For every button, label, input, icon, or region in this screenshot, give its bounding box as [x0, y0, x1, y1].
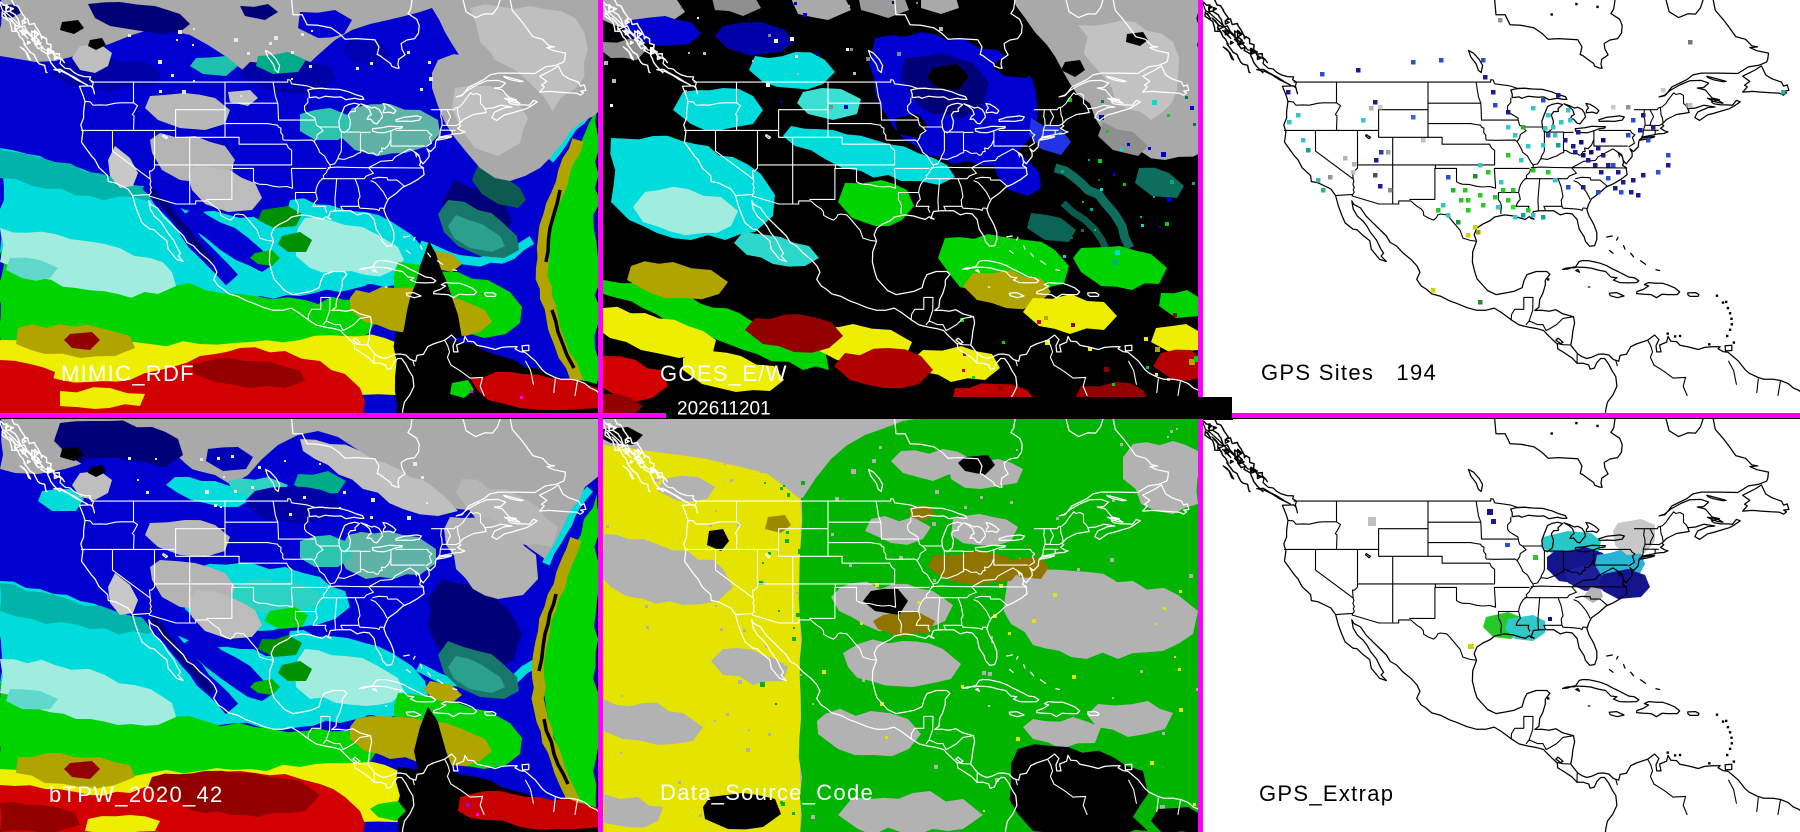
svg-text:MIMIC_RDF: MIMIC_RDF — [61, 361, 195, 386]
svg-text:202611201: 202611201 — [677, 399, 771, 420]
svg-text:bTPW_2020_42: bTPW_2020_42 — [49, 782, 224, 807]
svg-text:Data_Source_Code: Data_Source_Code — [660, 780, 874, 805]
svg-text:GPS_Extrap: GPS_Extrap — [1259, 781, 1394, 806]
svg-text:GOES_E/W: GOES_E/W — [660, 361, 788, 386]
svg-text:GPS Sites 194: GPS Sites 194 — [1261, 360, 1437, 385]
